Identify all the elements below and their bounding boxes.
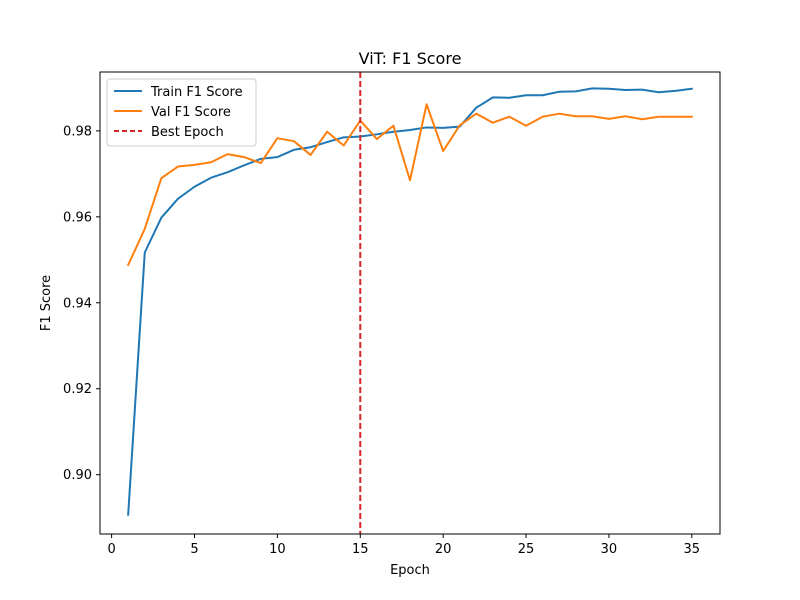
x-tick-label: 5 <box>190 542 198 557</box>
chart-title: ViT: F1 Score <box>359 49 462 68</box>
x-tick-label: 20 <box>435 542 452 557</box>
lines-layer <box>126 72 693 534</box>
x-axis: 0 5 10 15 20 25 30 35 <box>107 534 700 557</box>
x-axis-label: Epoch <box>390 563 430 578</box>
y-axis: 0.90 0.92 0.94 0.96 0.98 <box>63 124 100 483</box>
legend: Train F1 Score Val F1 Score Best Epoch <box>106 78 257 147</box>
series-line-val <box>126 103 693 267</box>
y-tick-label: 0.98 <box>63 124 92 139</box>
legend-box <box>106 78 257 147</box>
series-line-train <box>127 87 693 516</box>
x-tick-label: 35 <box>684 542 701 557</box>
y-tick-label: 0.94 <box>63 296 92 311</box>
y-tick-label: 0.92 <box>63 382 92 397</box>
plot-background <box>100 72 720 534</box>
x-tick-label: 25 <box>518 542 535 557</box>
legend-label-val: Val F1 Score <box>151 105 231 120</box>
y-tick-label: 0.90 <box>63 468 92 483</box>
y-axis-label: F1 Score <box>39 275 54 331</box>
x-tick-label: 15 <box>352 542 369 557</box>
y-tick-label: 0.96 <box>63 210 92 225</box>
x-tick-label: 30 <box>601 542 618 557</box>
plot-area <box>100 72 720 534</box>
legend-label-best-epoch: Best Epoch <box>151 125 224 140</box>
x-tick-label: 10 <box>269 542 286 557</box>
x-tick-label: 0 <box>107 542 115 557</box>
legend-label-train: Train F1 Score <box>150 85 243 100</box>
